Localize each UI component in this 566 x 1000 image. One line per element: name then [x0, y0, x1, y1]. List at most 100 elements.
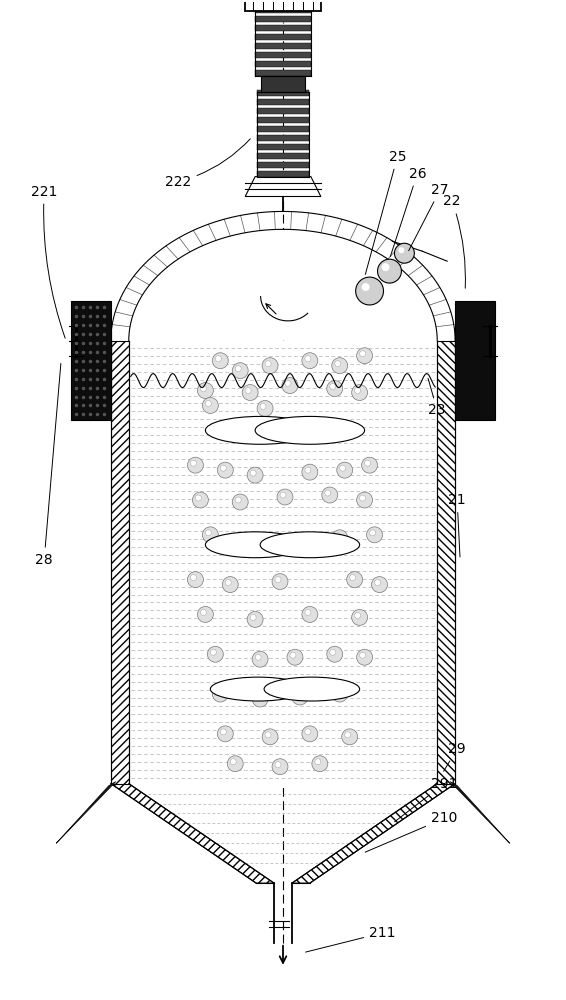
Bar	[255, 16, 311, 22]
Circle shape	[203, 527, 218, 543]
Circle shape	[337, 462, 353, 478]
Circle shape	[235, 366, 241, 372]
Circle shape	[265, 361, 271, 367]
Circle shape	[367, 527, 383, 543]
Circle shape	[357, 492, 372, 508]
Circle shape	[232, 494, 248, 510]
Circle shape	[211, 649, 216, 655]
Circle shape	[192, 492, 208, 508]
Circle shape	[212, 686, 228, 702]
Circle shape	[327, 381, 342, 397]
Circle shape	[305, 729, 311, 735]
Circle shape	[357, 649, 372, 665]
Bar	[455, 331, 485, 351]
Circle shape	[225, 580, 231, 586]
Circle shape	[327, 646, 342, 662]
Bar	[255, 61, 311, 67]
Circle shape	[187, 572, 203, 588]
Polygon shape	[292, 784, 455, 883]
Circle shape	[362, 457, 378, 473]
Circle shape	[312, 756, 328, 772]
Circle shape	[347, 572, 363, 588]
Ellipse shape	[260, 532, 359, 558]
Bar	[255, 43, 311, 49]
Text: 25: 25	[365, 150, 406, 274]
Circle shape	[378, 259, 401, 283]
Circle shape	[217, 462, 233, 478]
Circle shape	[262, 358, 278, 374]
Circle shape	[359, 652, 366, 658]
Text: 27: 27	[409, 183, 449, 251]
Circle shape	[295, 692, 301, 698]
Circle shape	[302, 606, 318, 622]
Circle shape	[342, 729, 358, 745]
Circle shape	[322, 487, 338, 503]
Circle shape	[355, 388, 361, 394]
Ellipse shape	[255, 416, 365, 444]
Circle shape	[330, 384, 336, 390]
Circle shape	[235, 497, 241, 503]
Circle shape	[302, 353, 318, 369]
Ellipse shape	[205, 416, 315, 444]
Circle shape	[359, 351, 366, 357]
Circle shape	[247, 611, 263, 627]
Circle shape	[220, 729, 226, 735]
Circle shape	[262, 729, 278, 745]
Bar	[257, 99, 309, 105]
Circle shape	[250, 614, 256, 620]
Polygon shape	[56, 782, 116, 843]
Circle shape	[335, 689, 341, 695]
Circle shape	[280, 492, 286, 498]
Circle shape	[190, 460, 196, 466]
Circle shape	[195, 495, 201, 501]
Circle shape	[275, 577, 281, 583]
Bar	[257, 153, 309, 159]
Circle shape	[228, 756, 243, 772]
Bar	[245, 0, 321, 11]
Text: 210: 210	[365, 811, 457, 852]
Circle shape	[351, 385, 367, 400]
Bar	[111, 341, 128, 784]
Circle shape	[302, 464, 318, 480]
Bar	[255, 34, 311, 40]
Polygon shape	[128, 784, 438, 883]
Circle shape	[257, 400, 273, 416]
Circle shape	[198, 383, 213, 399]
Circle shape	[332, 530, 348, 546]
Circle shape	[205, 530, 211, 536]
Circle shape	[305, 467, 311, 473]
Circle shape	[242, 385, 258, 400]
Circle shape	[282, 378, 298, 394]
Circle shape	[187, 457, 203, 473]
Circle shape	[200, 386, 207, 392]
Circle shape	[212, 353, 228, 369]
Bar	[255, 25, 311, 31]
Bar	[71, 301, 111, 420]
Circle shape	[371, 577, 388, 593]
Circle shape	[305, 356, 311, 362]
Circle shape	[398, 247, 404, 253]
Bar	[257, 126, 309, 132]
Text: 28: 28	[35, 363, 61, 567]
Circle shape	[335, 533, 341, 539]
Circle shape	[290, 652, 296, 658]
Circle shape	[305, 609, 311, 615]
Circle shape	[247, 467, 263, 483]
Circle shape	[355, 277, 384, 305]
Circle shape	[190, 575, 196, 581]
Ellipse shape	[211, 677, 306, 701]
Text: 211: 211	[306, 926, 396, 952]
Polygon shape	[450, 782, 510, 843]
Circle shape	[203, 398, 218, 413]
Text: 29: 29	[444, 742, 466, 771]
Bar	[257, 108, 309, 114]
Circle shape	[332, 686, 348, 702]
Bar	[81, 331, 111, 351]
Circle shape	[220, 465, 226, 471]
Circle shape	[232, 363, 248, 379]
Bar	[255, 7, 311, 13]
Bar	[257, 90, 309, 96]
Circle shape	[365, 460, 371, 466]
Bar	[255, 70, 311, 76]
Bar	[128, 341, 438, 784]
